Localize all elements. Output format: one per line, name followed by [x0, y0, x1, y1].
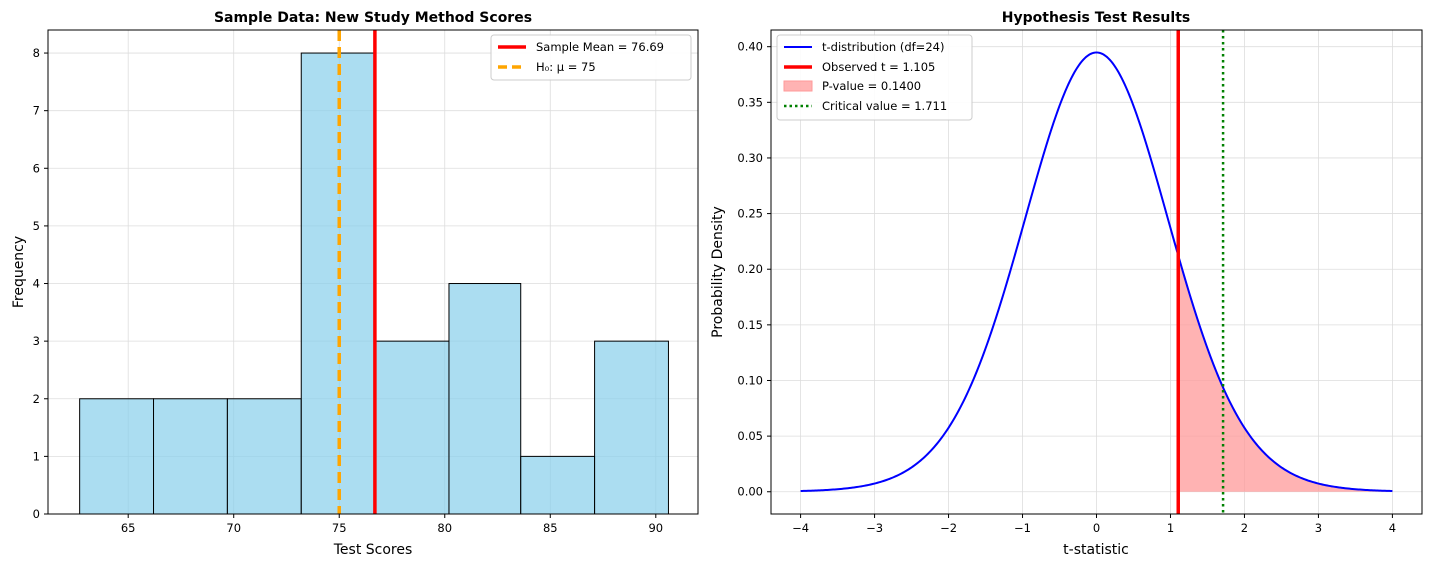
- y-tick-label: 4: [33, 277, 40, 291]
- plot-frame-left: [47, 29, 699, 515]
- y-tick-label: 8: [33, 46, 40, 60]
- legend-left: Sample Mean = 76.69 H₀: μ = 75: [490, 34, 692, 81]
- y-tick-label: 0.25: [737, 207, 763, 221]
- x-tick-label: −3: [866, 521, 883, 535]
- y-tick-label: 2: [33, 392, 40, 406]
- histogram-bars: [79, 52, 669, 515]
- y-tick-label: 3: [33, 334, 40, 348]
- x-tick-label: 75: [332, 521, 347, 535]
- ticks-right: −4 −3 −2 −1 0 1 2 3 4 0.00 0.05 0.10 0.15 0.20 0.25 0.3…: [737, 40, 1396, 535]
- x-tick-label: 3: [1315, 521, 1322, 535]
- y-tick-label: 0.40: [737, 40, 763, 54]
- y-tick-label: 1: [33, 449, 40, 463]
- p-value-area: [1178, 255, 1393, 492]
- x-tick-label: 2: [1241, 521, 1248, 535]
- histogram-bar: [153, 398, 228, 515]
- y-tick-label: 7: [33, 104, 40, 118]
- chart-title-left: Sample Data: New Study Method Scores: [214, 10, 532, 26]
- legend-label-h0: H₀: μ = 75: [536, 60, 596, 74]
- histogram-chart: 65 70 75 80 85 90 0 1 2 3 4 5 6 7 8 Sample Data: New S…: [11, 10, 699, 558]
- y-tick-label: 0.15: [737, 318, 763, 332]
- y-tick-label: 6: [33, 161, 40, 175]
- legend-label-t-dist: t-distribution (df=24): [822, 40, 944, 54]
- y-tick-label: 0.30: [737, 151, 763, 165]
- chart-title-right: Hypothesis Test Results: [1002, 10, 1190, 26]
- histogram-bar: [448, 283, 522, 515]
- reference-lines-right: [1176, 30, 1225, 514]
- y-axis-label-right: Probability Density: [710, 206, 726, 338]
- x-tick-label: −4: [792, 521, 809, 535]
- legend-label-observed-t: Observed t = 1.105: [822, 60, 935, 74]
- x-tick-label: 85: [543, 521, 558, 535]
- y-tick-label: 0.35: [737, 95, 763, 109]
- legend-label-p-value: P-value = 0.1400: [822, 79, 921, 93]
- histogram-bar: [520, 455, 596, 515]
- y-tick-label: 5: [33, 219, 40, 233]
- x-tick-label: 0: [1093, 521, 1100, 535]
- y-axis-label-left: Frequency: [11, 236, 27, 308]
- histogram-bar: [594, 340, 669, 515]
- y-tick-label: 0.00: [737, 485, 763, 499]
- x-tick-label: 90: [648, 521, 663, 535]
- legend-right: t-distribution (df=24) Observed t = 1.10…: [776, 34, 973, 121]
- histogram-bar: [374, 340, 450, 515]
- y-tick-label: 0.10: [737, 373, 763, 387]
- y-tick-label: 0: [33, 507, 40, 521]
- ticks-left: 65 70 75 80 85 90 0 1 2 3 4 5 6 7 8: [33, 46, 663, 535]
- x-tick-label: 65: [121, 521, 136, 535]
- histogram-bar: [226, 398, 302, 515]
- x-tick-label: 4: [1389, 521, 1396, 535]
- legend-box-left: [490, 34, 692, 81]
- t-distribution-chart: −4 −3 −2 −1 0 1 2 3 4 0.00 0.05 0.10 0.15 0.20 0.25 0.3…: [710, 10, 1423, 558]
- histogram-bar: [300, 52, 376, 515]
- x-axis-label-right: t-statistic: [1063, 542, 1129, 558]
- x-tick-label: −1: [1014, 521, 1031, 535]
- y-tick-label: 0.05: [737, 429, 763, 443]
- reference-lines-left: [337, 30, 377, 514]
- legend-label-critical: Critical value = 1.711: [822, 99, 947, 113]
- t-distribution-curve: [800, 51, 1393, 493]
- x-axis-label-left: Test Scores: [333, 542, 413, 558]
- legend-box-right: [776, 34, 973, 121]
- legend-swatch-p-value: [783, 80, 813, 92]
- legend-label-sample-mean: Sample Mean = 76.69: [536, 40, 664, 54]
- x-tick-label: 80: [437, 521, 452, 535]
- x-tick-label: −2: [940, 521, 957, 535]
- histogram-bar: [79, 398, 155, 515]
- y-tick-label: 0.20: [737, 262, 763, 276]
- x-tick-label: 1: [1167, 521, 1174, 535]
- x-tick-label: 70: [226, 521, 241, 535]
